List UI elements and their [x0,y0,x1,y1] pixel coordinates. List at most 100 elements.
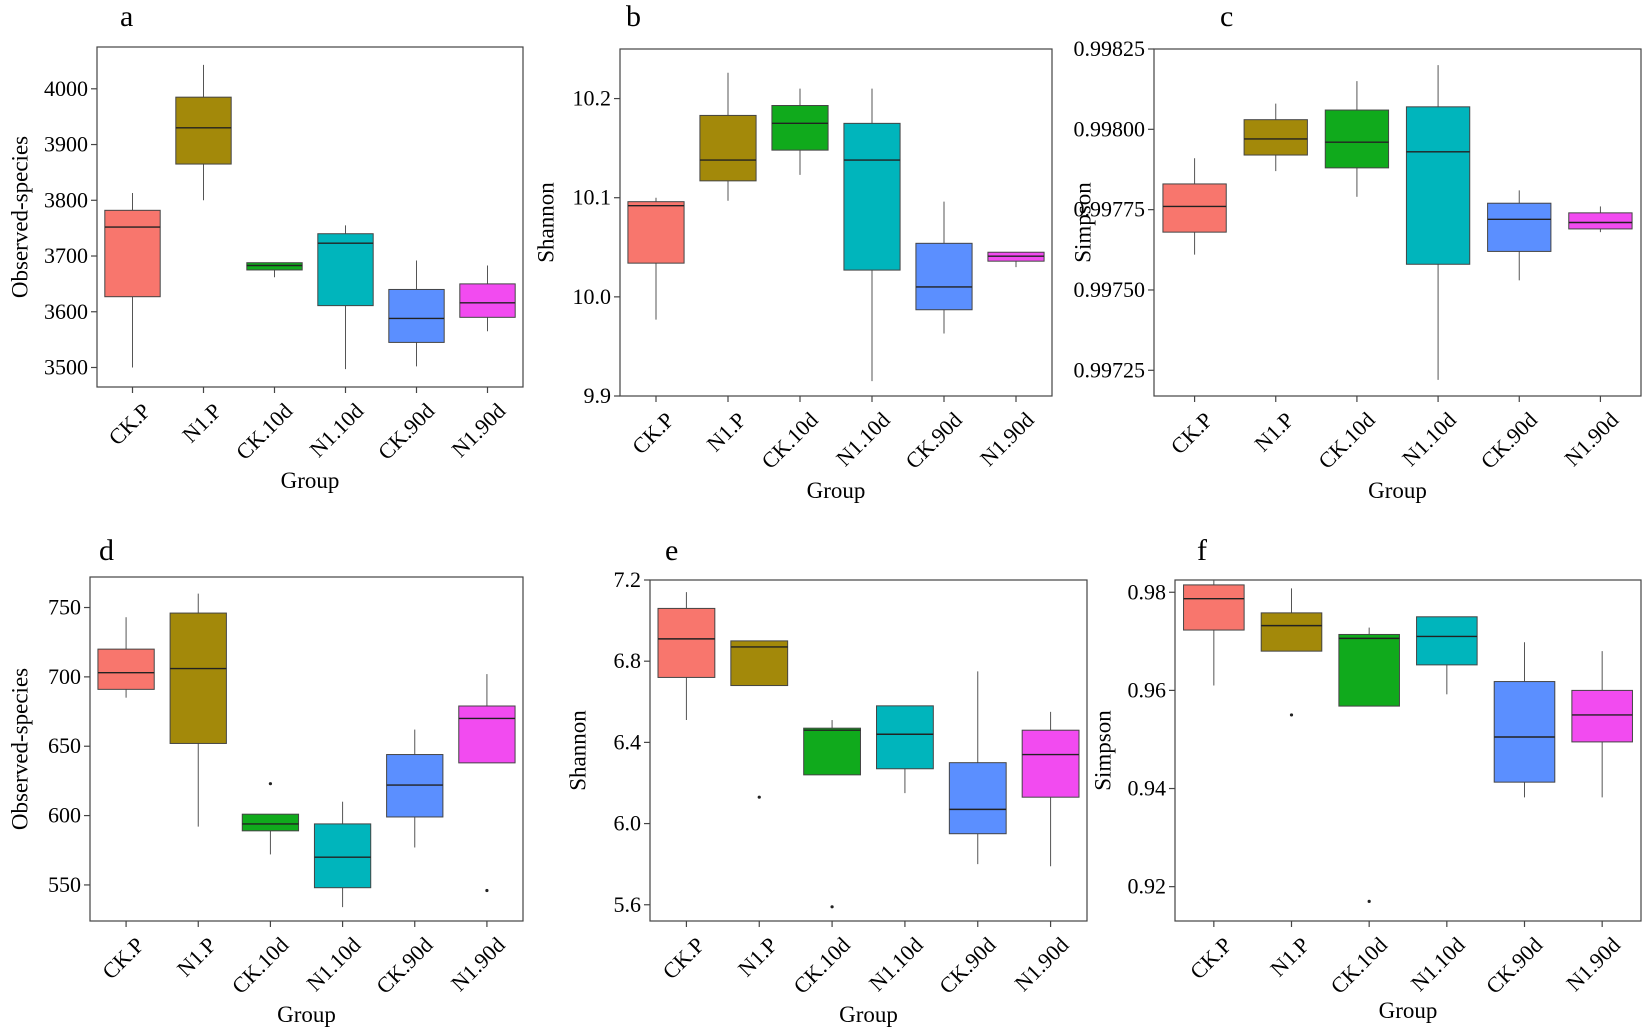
box-N1.90d [1021,729,1080,798]
plot-frame [89,576,524,922]
box-CK.10d [241,813,300,832]
y-tick-label: 0.99800 [1074,116,1146,141]
x-tick-label: N1.90d [446,398,510,462]
x-tick-label: CK.10d [788,932,855,999]
x-tick-label: CK.90d [934,932,1001,999]
panel-letter: f [1197,534,1207,567]
y-tick-label: 3800 [44,187,88,212]
x-tick-label: N1.P [1249,407,1298,456]
y-tick-label: 3500 [44,354,88,379]
y-tick-label: 5.6 [614,892,642,917]
box-N1.P [169,612,227,744]
x-tick-label: CK.P [1166,407,1218,459]
y-tick-label: 3600 [44,299,88,324]
box-N1.10d [1405,106,1471,265]
box-N1.P [1243,119,1308,156]
x-tick-label: N1.10d [302,932,366,996]
y-tick-label: 0.99775 [1074,197,1146,222]
outlier-point [485,888,489,893]
x-tick-label: CK.90d [371,932,438,999]
y-axis-title: Simpson [1090,710,1115,791]
y-tick-label: 4000 [44,76,88,101]
x-tick-label: CK.90d [373,398,440,465]
y-tick-label: 0.94 [1128,776,1167,801]
y-axis-title: Observed-species [7,668,32,830]
outlier-point [1289,713,1294,717]
box-CK.P [104,209,161,298]
outlier-point [757,795,761,799]
x-tick-label: N1.10d [1397,407,1461,471]
x-tick-label: N1.90d [1561,932,1625,996]
x-tick-label: CK.10d [1326,932,1393,999]
box-CK.P [1183,584,1245,631]
x-tick-label: CK.P [97,932,149,984]
y-tick-label: 3700 [44,243,88,268]
x-tick-label: N1.P [1265,932,1314,981]
panel-d: d 550 600 650 700 750 Observed-species CK.P N1.P… [7,534,524,1027]
box-N1.P [699,114,757,182]
y-tick-label: 10.2 [573,86,612,111]
panel-letter: b [626,0,641,33]
plot-frame [96,46,524,388]
box-N1.10d [876,705,934,770]
box-CK.P [627,201,685,264]
y-tick-label: 6.0 [614,811,642,836]
x-tick-label: CK.10d [227,932,294,999]
y-tick-label: 0.98 [1128,579,1167,604]
box-CK.90d [1487,202,1552,252]
x-tick-label: CK.P [657,932,709,984]
x-tick-label: CK.10d [231,398,298,465]
x-tick-label: N1.P [702,407,751,456]
box-N1.10d [1416,616,1478,666]
box-CK.90d [948,762,1007,835]
box-CK.10d [246,262,303,271]
x-tick-label: CK.10d [756,407,823,474]
x-tick-label: CK.P [627,407,679,459]
x-tick-label: N1.90d [446,932,510,996]
x-tick-label: CK.10d [1313,407,1380,474]
x-axis-title: Group [839,1002,898,1027]
y-tick-label: 6.4 [614,729,642,754]
x-axis-title: Group [807,478,866,503]
x-tick-label: N1.P [177,398,226,447]
box-N1.90d [458,705,516,764]
panel-letter: d [99,534,114,567]
x-tick-label: N1.90d [975,407,1039,471]
y-tick-label: 0.92 [1128,874,1167,899]
y-tick-label: 9.9 [584,383,612,408]
y-axis-title: Simpson [1070,182,1095,263]
x-tick-label: CK.90d [1476,407,1543,474]
y-tick-label: 0.99750 [1074,277,1146,302]
outlier-point [830,905,834,909]
x-tick-label: CK.P [104,398,156,450]
x-axis-title: Group [281,468,340,493]
x-tick-label: CK.P [1185,932,1237,984]
y-tick-label: 650 [48,733,81,758]
box-N1.P [1260,612,1323,652]
box-CK.90d [1493,681,1556,783]
box-CK.90d [388,288,445,343]
box-CK.P [97,648,155,690]
plot-frame [1174,579,1642,922]
x-tick-label: N1.P [733,932,782,981]
x-tick-label: N1.10d [864,932,928,996]
panel-c: c 0.99725 0.99750 0.99775 0.99800 0.99825 Simp… [1070,0,1642,503]
box-N1.10d [843,122,901,271]
box-CK.10d [803,727,861,776]
plot-frame [1153,48,1642,397]
y-tick-label: 600 [48,803,81,828]
x-tick-label: N1.90d [1559,407,1623,471]
plot-frame [649,579,1088,922]
y-tick-label: 7.2 [614,567,642,592]
x-tick-label: N1.10d [304,398,368,462]
x-axis-title: Group [1379,998,1438,1023]
box-N1.P [175,96,232,165]
box-CK.10d [1324,109,1390,169]
box-CK.90d [915,242,973,311]
box-N1.P [730,640,789,687]
box-CK.P [1162,183,1227,233]
y-tick-label: 10.1 [573,185,612,210]
